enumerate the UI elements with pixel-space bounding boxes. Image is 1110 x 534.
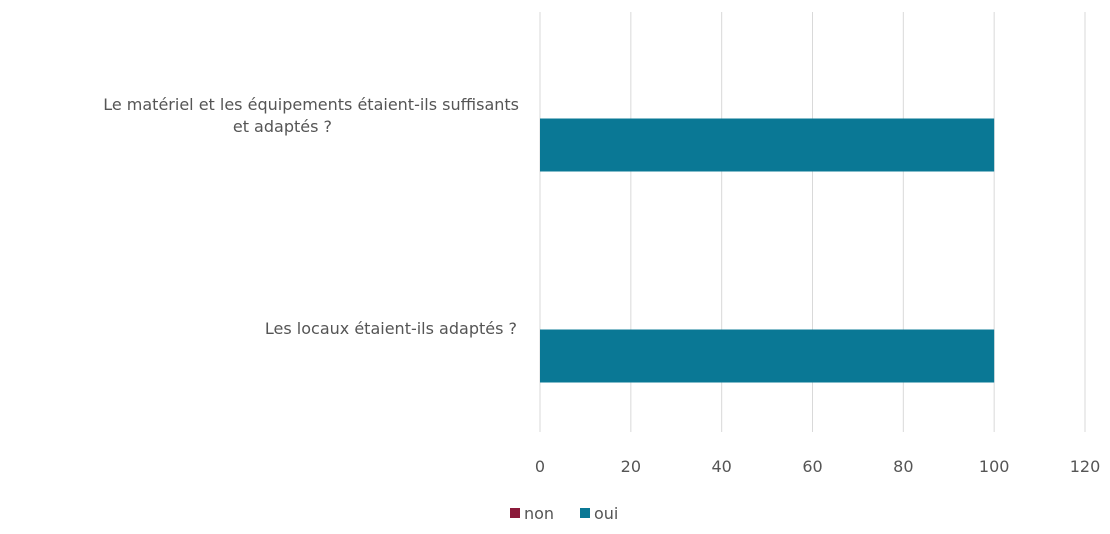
legend-swatch-non — [510, 508, 520, 518]
bar-oui-1 — [540, 329, 995, 383]
category-label: Les locaux étaient-ils adaptés ? — [265, 319, 517, 338]
category-labels: Le matériel et les équipements étaient-i… — [103, 95, 519, 338]
category-label: et adaptés ? — [233, 117, 332, 136]
gridlines — [539, 12, 1086, 432]
x-tick-label: 60 — [802, 457, 822, 476]
category-label: Le matériel et les équipements étaient-i… — [103, 95, 519, 114]
x-tick-label: 40 — [711, 457, 731, 476]
legend-label-oui: oui — [594, 504, 618, 523]
x-tick-label: 20 — [621, 457, 641, 476]
x-tick-label: 80 — [893, 457, 913, 476]
bar-oui-0 — [540, 118, 995, 172]
x-tick-label: 120 — [1070, 457, 1101, 476]
x-tick-label: 0 — [535, 457, 545, 476]
legend-swatch-oui — [580, 508, 590, 518]
bars — [540, 118, 995, 383]
x-tick-labels: 0 20 40 60 80 100 120 — [535, 457, 1100, 476]
legend: non oui — [510, 504, 618, 523]
x-tick-label: 100 — [979, 457, 1010, 476]
legend-label-non: non — [524, 504, 554, 523]
